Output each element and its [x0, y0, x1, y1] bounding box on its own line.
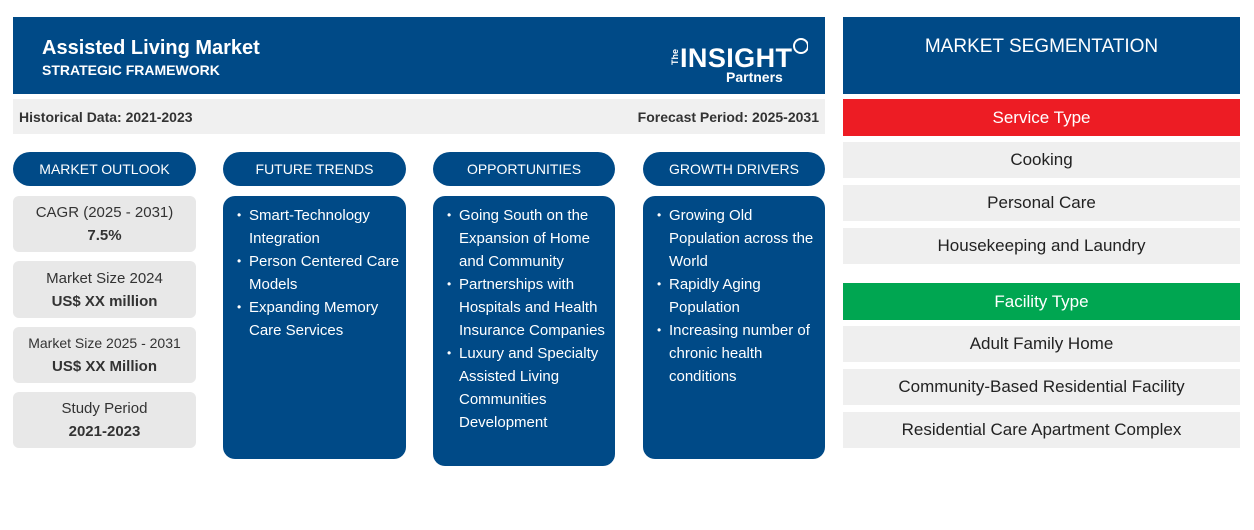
- opportunities-pill: OPPORTUNITIES: [433, 152, 615, 186]
- future-trends-pill: FUTURE TRENDS: [223, 152, 406, 186]
- outlook-value: US$ XX Million: [51, 358, 157, 375]
- list-item: Going South on the Expansion of Home and…: [447, 204, 609, 273]
- future-trends-box: Smart-Technology Integration Person Cent…: [223, 196, 406, 459]
- header-banner: Assisted Living Market STRATEGIC FRAMEWO…: [13, 17, 825, 94]
- outlook-value: 2021-2023: [68, 423, 141, 440]
- outlook-card: Market Size 2025 - 2031 US$ XX Million: [13, 327, 196, 383]
- growth-drivers-pill: GROWTH DRIVERS: [643, 152, 825, 186]
- opportunities-box: Going South on the Expansion of Home and…: [433, 196, 615, 466]
- page-title: Assisted Living Market: [42, 37, 260, 59]
- outlook-label: Market Size 2024: [46, 269, 163, 287]
- list-item: Luxury and Specialty Assisted Living Com…: [447, 342, 609, 434]
- svg-text:The: The: [670, 49, 680, 65]
- outlook-card: CAGR (2025 - 2031) 7.5%: [13, 196, 196, 252]
- insight-partners-logo: The INSIGHT Partners: [670, 38, 808, 83]
- outlook-label: Study Period: [61, 400, 148, 417]
- page-subtitle: STRATEGIC FRAMEWORK: [42, 62, 220, 78]
- segmentation-title: MARKET SEGMENTATION: [843, 17, 1240, 94]
- outlook-card: Study Period 2021-2023: [13, 392, 196, 448]
- list-item: Partnerships with Hospitals and Health I…: [447, 273, 609, 342]
- market-outlook-pill: MARKET OUTLOOK: [13, 152, 196, 186]
- historical-period: Historical Data: 2021-2023: [19, 108, 193, 125]
- list-item: Growing Old Population across the World: [657, 204, 819, 273]
- forecast-period: Forecast Period: 2025-2031: [637, 108, 819, 125]
- segment-item: Residential Care Apartment Complex: [843, 412, 1240, 448]
- outlook-value: US$ XX million: [51, 292, 158, 310]
- segment-header-service-type: Service Type: [843, 99, 1240, 136]
- segment-item: Personal Care: [843, 185, 1240, 221]
- segment-item: Adult Family Home: [843, 326, 1240, 362]
- list-item: Person Centered Care Models: [237, 250, 400, 296]
- segment-item: Cooking: [843, 142, 1240, 178]
- outlook-label: CAGR (2025 - 2031): [35, 204, 174, 221]
- list-item: Smart-Technology Integration: [237, 204, 400, 250]
- list-item: Rapidly Aging Population: [657, 273, 819, 319]
- segment-item: Housekeeping and Laundry: [843, 228, 1240, 264]
- outlook-card: Market Size 2024 US$ XX million: [13, 261, 196, 318]
- list-item: Expanding Memory Care Services: [237, 296, 400, 342]
- growth-drivers-box: Growing Old Population across the World …: [643, 196, 825, 459]
- period-bar: Historical Data: 2021-2023 Forecast Peri…: [13, 99, 825, 134]
- svg-text:INSIGHT: INSIGHT: [680, 43, 793, 73]
- segment-item: Community-Based Residential Facility: [843, 369, 1240, 405]
- segment-header-facility-type: Facility Type: [843, 283, 1240, 320]
- outlook-value: 7.5%: [87, 227, 122, 244]
- outlook-label: Market Size 2025 - 2031: [28, 335, 181, 351]
- svg-text:Partners: Partners: [726, 69, 783, 83]
- list-item: Increasing number of chronic health cond…: [657, 319, 819, 388]
